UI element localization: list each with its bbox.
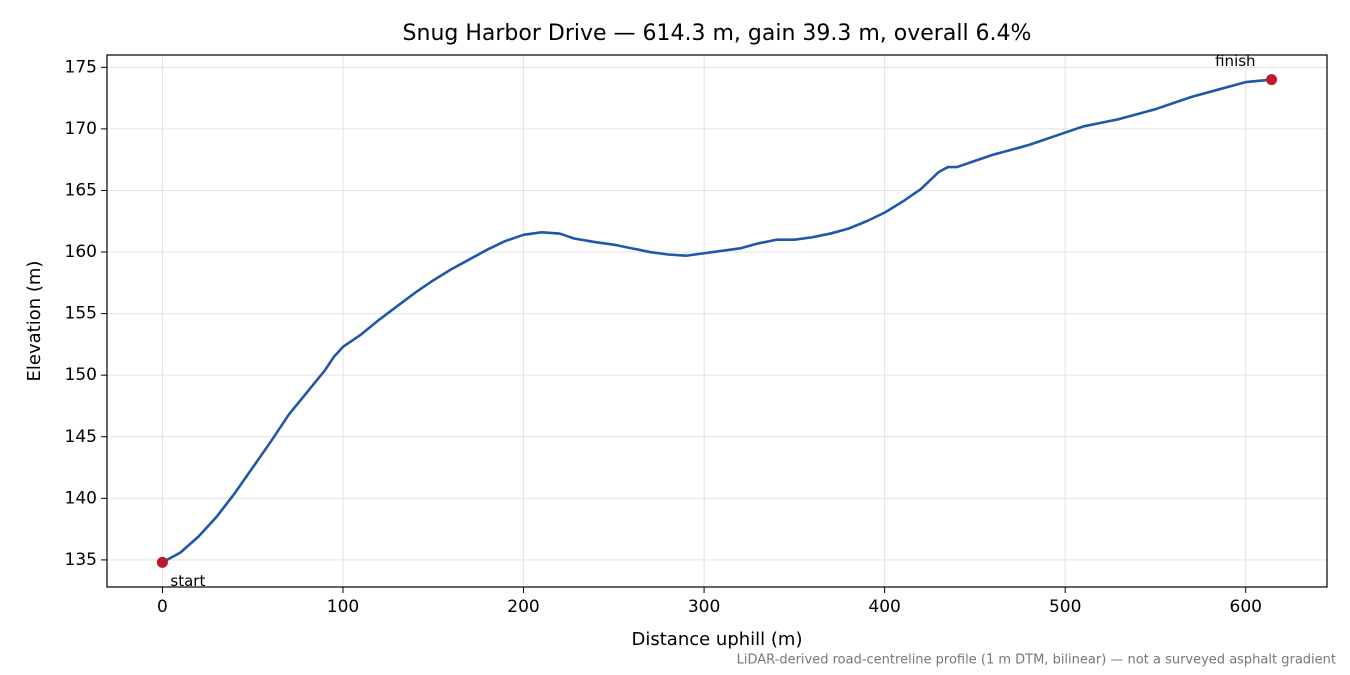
chart-title: Snug Harbor Drive — 614.3 m, gain 39.3 m… [403, 21, 1032, 46]
endpoint-marker [156, 556, 168, 568]
y-tick-label: 160 [65, 242, 97, 262]
endpoint-label: start [170, 572, 205, 590]
y-tick-label: 170 [65, 119, 97, 139]
y-tick-label: 140 [65, 488, 97, 508]
plot-frame [106, 54, 1328, 588]
y-tick-label: 155 [65, 304, 97, 324]
elevation-line [161, 78, 1272, 564]
y-axis-label: Elevation (m) [24, 261, 45, 382]
endpoint-marker [1266, 74, 1278, 86]
y-tick-label: 135 [65, 550, 97, 570]
y-tick-label: 165 [65, 180, 97, 200]
x-axis-label: Distance uphill (m) [632, 629, 803, 650]
y-tick-label: 145 [65, 427, 97, 447]
x-tick-label: 600 [1230, 597, 1262, 617]
x-tick-label: 200 [507, 597, 539, 617]
x-tick-label: 400 [868, 597, 900, 617]
y-tick-label: 175 [65, 57, 97, 77]
x-tick-label: 0 [157, 597, 168, 617]
endpoint-label: finish [1215, 52, 1255, 70]
footnote: LiDAR-derived road-centreline profile (1… [737, 653, 1336, 668]
x-tick-label: 100 [327, 597, 359, 617]
x-tick-label: 300 [688, 597, 720, 617]
y-tick-label: 150 [65, 365, 97, 385]
x-tick-label: 500 [1049, 597, 1081, 617]
